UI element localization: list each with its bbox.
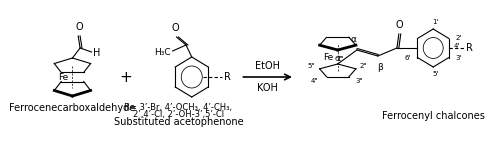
Text: 5': 5' <box>432 71 438 77</box>
Text: R= 3’-Br, 4’-OCH₃, 4’-CH₃,: R= 3’-Br, 4’-OCH₃, 4’-CH₃, <box>124 103 232 112</box>
Text: Substituted acetophenone: Substituted acetophenone <box>114 117 243 127</box>
Text: O: O <box>172 23 179 33</box>
Text: 4': 4' <box>453 43 460 49</box>
Text: 6': 6' <box>405 55 411 61</box>
Text: Fe: Fe <box>323 52 334 62</box>
Text: O: O <box>76 22 83 32</box>
Text: R: R <box>224 72 231 82</box>
Text: 3": 3" <box>355 78 362 84</box>
Text: 2": 2" <box>360 63 367 69</box>
Text: 2’,4’-Cl, 2’-OH-3’,5’-Cl: 2’,4’-Cl, 2’-OH-3’,5’-Cl <box>133 110 224 119</box>
Text: Fe: Fe <box>58 72 68 81</box>
Text: KOH: KOH <box>257 83 278 93</box>
Text: 1': 1' <box>432 19 438 25</box>
Text: α: α <box>351 35 357 44</box>
Text: H₃C: H₃C <box>154 47 170 57</box>
Text: 3': 3' <box>455 55 462 61</box>
Text: 5": 5" <box>308 63 315 69</box>
Text: +: + <box>120 70 132 85</box>
Text: EtOH: EtOH <box>255 61 280 71</box>
Text: Ferrocenecarboxaldehyde: Ferrocenecarboxaldehyde <box>10 103 136 113</box>
Text: 6": 6" <box>335 56 342 62</box>
Text: O: O <box>396 20 404 30</box>
Text: 2': 2' <box>455 35 462 41</box>
Text: H: H <box>94 48 101 58</box>
Text: 4": 4" <box>311 78 318 84</box>
Text: β: β <box>377 63 382 72</box>
Text: R: R <box>466 43 473 53</box>
Text: 1": 1" <box>336 56 344 62</box>
Text: Ferrocenyl chalcones: Ferrocenyl chalcones <box>382 111 484 121</box>
